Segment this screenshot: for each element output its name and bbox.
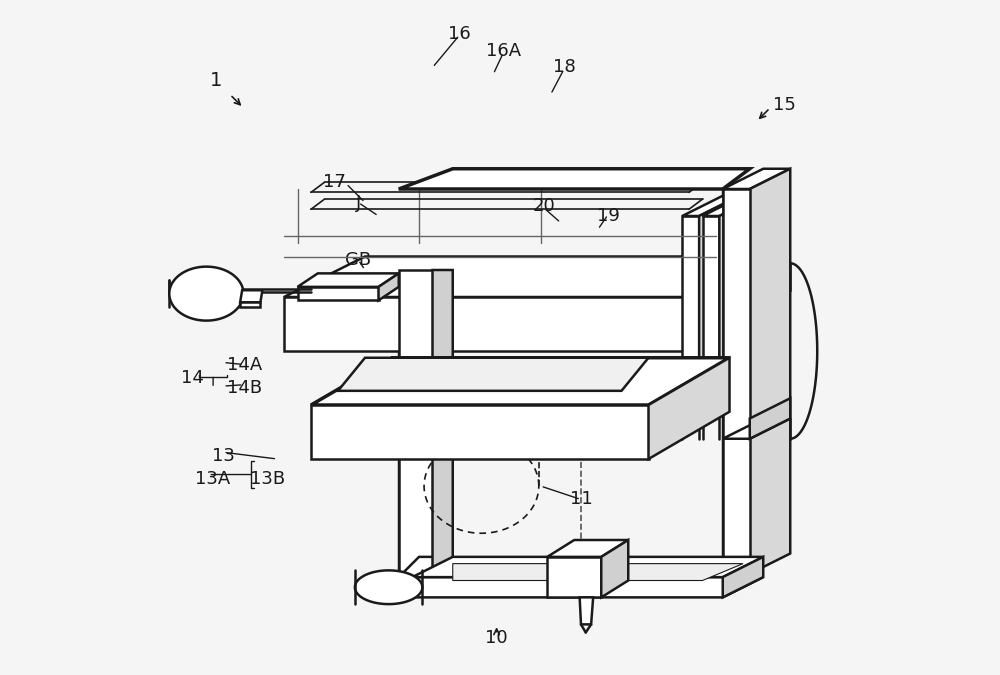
Text: 12: 12 [760,430,783,448]
Polygon shape [424,358,539,452]
Polygon shape [432,270,453,577]
Text: 13: 13 [212,447,235,464]
Polygon shape [702,216,719,371]
Polygon shape [750,169,790,574]
Text: 16A: 16A [486,42,521,59]
Text: 18: 18 [553,59,576,76]
Polygon shape [284,297,689,351]
Polygon shape [601,540,628,597]
Text: 14B: 14B [227,379,262,397]
Text: 14A: 14A [227,356,262,373]
Polygon shape [378,273,399,300]
Polygon shape [399,169,750,189]
Polygon shape [419,418,520,446]
Polygon shape [355,570,422,604]
Polygon shape [723,557,763,597]
Polygon shape [419,392,568,418]
Polygon shape [298,287,378,300]
Text: 13B: 13B [250,470,285,488]
Text: 14: 14 [181,369,204,387]
Polygon shape [412,557,763,577]
Text: 19: 19 [597,207,619,225]
Polygon shape [311,358,730,405]
Text: 15: 15 [773,96,796,113]
Polygon shape [240,290,262,302]
Polygon shape [284,256,770,297]
Polygon shape [169,267,243,321]
Polygon shape [399,270,432,577]
Text: 16: 16 [448,25,471,43]
Polygon shape [520,392,568,446]
Polygon shape [699,196,740,371]
Polygon shape [723,189,750,570]
Polygon shape [750,398,790,439]
Polygon shape [580,597,593,624]
Polygon shape [723,189,750,574]
Polygon shape [547,557,601,597]
Polygon shape [723,418,790,439]
Polygon shape [682,196,740,216]
Polygon shape [702,196,760,216]
Text: 1: 1 [210,72,223,90]
Text: 11: 11 [570,491,592,508]
Text: 20: 20 [532,197,555,215]
Polygon shape [338,358,648,391]
Polygon shape [399,557,453,577]
Text: 13A: 13A [195,470,231,488]
Text: J: J [356,194,361,211]
Polygon shape [298,273,399,287]
Text: 12: 12 [760,241,783,259]
Polygon shape [547,540,628,557]
Polygon shape [682,216,699,371]
Polygon shape [723,169,790,189]
Polygon shape [311,405,648,459]
Text: 17: 17 [323,173,346,191]
Text: 10: 10 [485,629,508,647]
Polygon shape [719,196,760,371]
Polygon shape [453,564,743,580]
Text: GB: GB [345,251,371,269]
Polygon shape [648,358,730,459]
Polygon shape [240,302,260,307]
Polygon shape [412,577,763,597]
Polygon shape [689,256,770,351]
Text: 17: 17 [702,207,725,225]
